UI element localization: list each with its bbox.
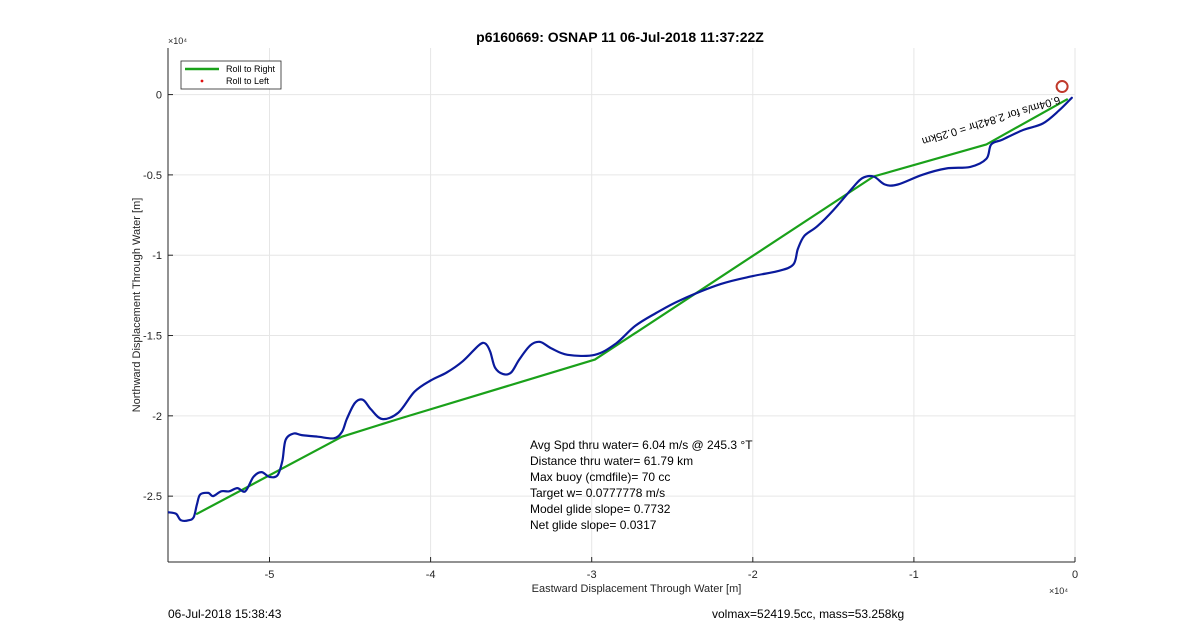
plot-area: -5 -4 -3 -2 -1 0 0 -0.5 -1 -1.5 -2 -2.5 ×10⁴ ×10⁴ East… xyxy=(131,36,1078,596)
y-tick-label: -2 xyxy=(152,411,162,423)
chart-title: p6160669: OSNAP 11 06-Jul-2018 11:37:22Z xyxy=(476,29,764,45)
plot-background xyxy=(168,48,1075,562)
footer-timestamp: 06-Jul-2018 15:38:43 xyxy=(168,607,282,621)
x-axis-label: Eastward Displacement Through Water [m] xyxy=(532,583,742,595)
legend-label-roll-right: Roll to Right xyxy=(226,64,276,74)
stats-line: Distance thru water= 61.79 km xyxy=(530,454,693,468)
x-tick-label: -5 xyxy=(265,569,275,581)
position-marker xyxy=(1055,80,1069,94)
stats-line: Net glide slope= 0.0317 xyxy=(530,518,657,532)
x-exponent-label: ×10⁴ xyxy=(1049,586,1068,596)
y-tick-label: -1 xyxy=(152,250,162,262)
x-tick-label: -1 xyxy=(909,569,919,581)
legend-label-roll-left: Roll to Left xyxy=(226,76,270,86)
y-tick-label: 0 xyxy=(156,90,162,102)
x-tick-label: 0 xyxy=(1072,569,1078,581)
x-tick-label: -4 xyxy=(426,569,436,581)
stats-line: Target w= 0.0777778 m/s xyxy=(530,486,665,500)
stats-line: Model glide slope= 0.7732 xyxy=(530,502,671,516)
stats-line: Max buoy (cmdfile)= 70 cc xyxy=(530,470,670,484)
x-tick-label: -2 xyxy=(748,569,758,581)
y-tick-label: -2.5 xyxy=(143,491,162,503)
legend-box xyxy=(180,60,282,90)
y-axis-label: Northward Displacement Through Water [m] xyxy=(131,198,143,413)
stats-line: Avg Spd thru water= 6.04 m/s @ 245.3 °T xyxy=(530,438,753,452)
track-line xyxy=(168,96,1073,522)
series-roll-right-line xyxy=(195,98,1068,515)
stats-annotations: Avg Spd thru water= 6.04 m/s @ 245.3 °T D… xyxy=(530,438,753,532)
legend-marker-roll-left xyxy=(200,79,204,83)
y-tick-label: -0.5 xyxy=(143,170,162,182)
y-exponent-label: ×10⁴ xyxy=(168,36,187,46)
footer-vol-mass: volmax=52419.5cc, mass=53.258kg xyxy=(712,607,904,621)
y-tick-label: -1.5 xyxy=(143,331,162,343)
x-tick-label: -3 xyxy=(587,569,597,581)
